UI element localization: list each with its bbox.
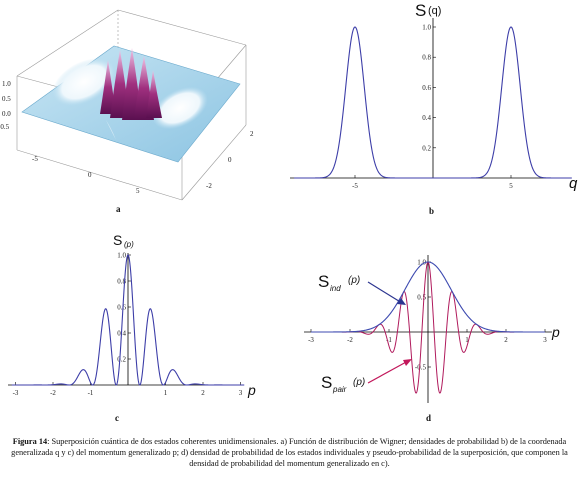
- figure-caption: Figura 14: Superposición cuántica de dos…: [4, 436, 575, 469]
- label-pair-arg: (p): [353, 377, 365, 388]
- ind-curve: [311, 261, 545, 333]
- svg-text:0.0: 0.0: [2, 110, 11, 118]
- c-xtick-label: 3: [239, 389, 243, 397]
- c-ylabel-sub: (p): [124, 240, 134, 249]
- panel-letter-a: a: [116, 204, 121, 214]
- x-axis-ticks: -5 0 5: [32, 155, 140, 195]
- c-y-ticks: 1.00.80.60.40.2: [117, 252, 131, 364]
- gaussian-bump-left: [52, 58, 116, 106]
- d-xtick-label: -1: [386, 336, 392, 344]
- ind-arrow: [367, 281, 403, 304]
- density-q-curve: [294, 26, 572, 179]
- c-xtick-label: -2: [50, 389, 56, 397]
- d-x-ticks: -3 -2 -1 1 2 3: [308, 329, 547, 344]
- b-ylabel-arg: (q): [428, 5, 441, 17]
- d-xlabel: p: [551, 324, 560, 340]
- c-ytick-label: 0.6: [117, 304, 126, 312]
- svg-text:0: 0: [88, 171, 92, 179]
- c-xtick-label: 1: [164, 389, 168, 397]
- svg-text:2: 2: [250, 130, 254, 138]
- c-ytick-label: 1.0: [117, 252, 126, 260]
- d-xtick-label: 3: [543, 336, 547, 344]
- label-ind-sub: ind: [330, 284, 341, 293]
- b-ytick-label: 0.4: [422, 114, 431, 122]
- svg-text:1.0: 1.0: [2, 80, 11, 88]
- c-xtick-label: -3: [13, 389, 19, 397]
- label-ind-arg: (p): [348, 275, 360, 286]
- b-ytick-label: 0.6: [422, 84, 431, 92]
- b-xtick-label: 5: [509, 182, 513, 190]
- b-ytick-label: 1.0: [422, 24, 431, 32]
- b-x-ticks: -5 5: [352, 175, 513, 190]
- caption-text: : Superposición cuántica de dos estados …: [11, 437, 568, 468]
- c-ytick-label: 0.8: [117, 278, 126, 286]
- svg-text:-5: -5: [32, 155, 38, 163]
- y-axis-ticks: -2 0 2: [206, 130, 254, 190]
- label-pair-sub: pair: [332, 385, 347, 394]
- panel-letter-b: b: [429, 206, 435, 216]
- c-xtick-label: 2: [201, 389, 205, 397]
- label-pair: S: [321, 373, 332, 392]
- c-x-ticks: -3 -2 -1 1 2 3: [13, 382, 243, 397]
- density-p-plot: 1.00.80.60.40.2 -3 -2 -1 1 2 3 S (p) p: [8, 232, 256, 398]
- svg-text:-2: -2: [206, 182, 212, 190]
- components-plot: 1.0 0.5 -0.5 -3 -2 -1 1 2 3 S ind (p) S pair (p…: [304, 255, 560, 403]
- svg-text:5: 5: [136, 187, 140, 195]
- b-ytick-label: 0.2: [422, 144, 431, 152]
- d-xtick-label: 2: [504, 336, 508, 344]
- z-axis-ticks: 1.0 0.5 0.0 -0.5: [0, 80, 11, 131]
- panel-d: 1.0 0.5 -0.5 -3 -2 -1 1 2 3 S ind (p) S pair (p…: [290, 225, 579, 430]
- panel-letter-d: d: [426, 413, 432, 423]
- c-xlabel: p: [247, 382, 256, 398]
- c-ylabel: S: [113, 232, 122, 248]
- d-xtick-label: -3: [308, 336, 314, 344]
- panel-a: 1.0 0.5 0.0 -0.5 -5 0 5 -2 0 2 a: [0, 0, 270, 215]
- pair-arrowhead: [403, 359, 412, 366]
- interference-ridges: [100, 48, 162, 140]
- wigner-surface-plot: 1.0 0.5 0.0 -0.5 -5 0 5 -2 0 2: [0, 9, 254, 201]
- d-ytick-label: 1.0: [417, 259, 426, 267]
- svg-text:-0.5: -0.5: [0, 123, 10, 131]
- label-ind: S: [318, 272, 329, 291]
- panel-c: 1.0 0.8 0.6 0.4 0.2 -3 -2 -1 1 2 3 S (p) p c: [0, 225, 270, 430]
- d-ytick-label: 0.5: [417, 294, 426, 302]
- b-xlabel: q: [569, 175, 578, 192]
- b-ytick-label: 0.8: [422, 54, 431, 62]
- b-ylabel: S: [415, 1, 426, 20]
- d-ytick-label: -0.5: [415, 364, 427, 372]
- density-p-curve: [11, 254, 245, 386]
- d-xtick-label: -2: [347, 336, 353, 344]
- svg-text:0: 0: [228, 156, 232, 164]
- ind-arrowhead: [397, 298, 406, 305]
- panel-b: 1.0 0.8 0.6 0.4 0.2 -5 5 S (q) q b: [290, 0, 579, 220]
- density-q-plot: 1.0 0.8 0.6 0.4 0.2 -5 5 S (q) q: [290, 1, 578, 192]
- panel-letter-c: c: [115, 413, 119, 423]
- caption-label: Figura 14: [12, 437, 48, 446]
- c-xtick-label: -1: [88, 389, 94, 397]
- c-ytick-label: 0.2: [117, 356, 126, 364]
- svg-text:0.5: 0.5: [2, 95, 11, 103]
- b-y-ticks: 1.0 0.8 0.6 0.4 0.2: [422, 24, 436, 152]
- pair-arrow: [367, 360, 409, 384]
- d-xtick-label: 1: [465, 336, 469, 344]
- gaussian-bump-right: [152, 86, 208, 130]
- b-xtick-label: -5: [352, 182, 358, 190]
